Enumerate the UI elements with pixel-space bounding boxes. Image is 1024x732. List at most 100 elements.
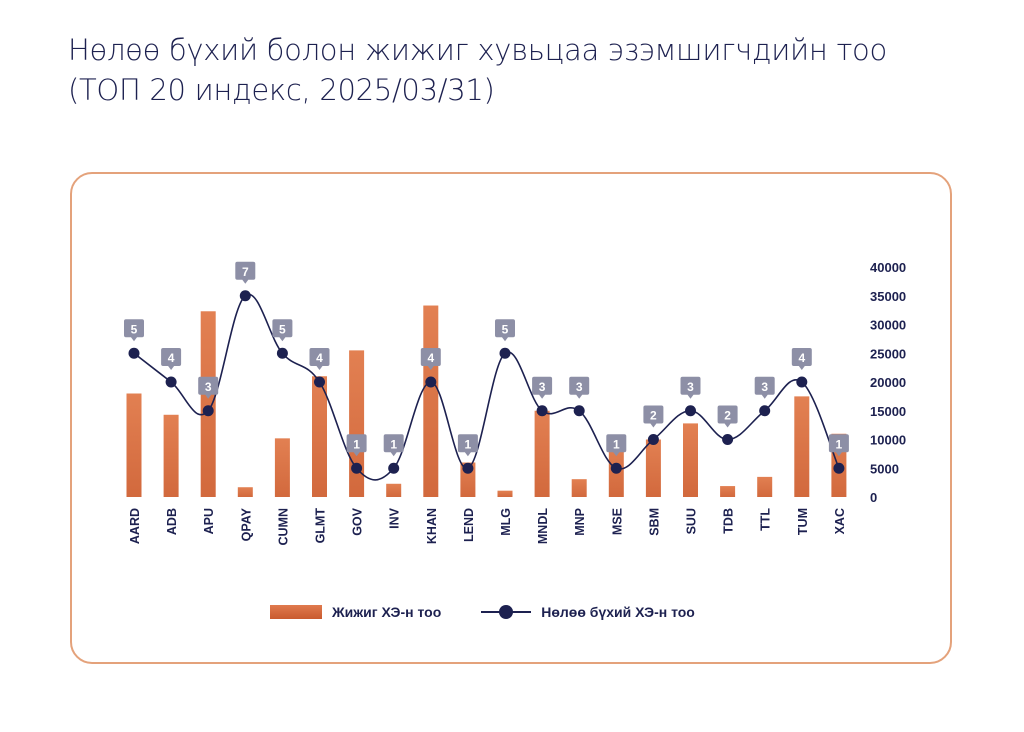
data-label-bg (680, 376, 701, 399)
y-tick-label: 20000 (870, 375, 906, 390)
line-point-adb (165, 376, 177, 388)
data-label-bg (606, 434, 627, 457)
data-label-bg (532, 376, 553, 399)
line-point-mndl (536, 405, 548, 417)
data-label-bg (828, 434, 849, 457)
line-point-inv (388, 462, 400, 474)
data-label-bg (272, 319, 293, 342)
line-point-xac (833, 462, 845, 474)
line-point-qpay (239, 290, 251, 302)
bar-gov (349, 350, 365, 497)
y-tick-label: 25000 (870, 346, 906, 361)
data-label-text: 1 (390, 437, 397, 451)
bar-qpay (237, 487, 253, 497)
data-label-text: 5 (279, 322, 286, 336)
data-label-badge: 4 (309, 348, 330, 370)
data-label-text: 1 (353, 437, 360, 451)
data-label-text: 5 (502, 322, 509, 336)
data-label-badge: 1 (346, 434, 367, 457)
x-tick-label: GOV (351, 507, 365, 535)
line-point-gov (351, 462, 363, 474)
x-tick-label: QPAY (239, 507, 253, 541)
data-label-text: 7 (242, 265, 249, 279)
bar-suu (683, 423, 698, 497)
data-label-text: 4 (427, 351, 434, 365)
bar-mlg (497, 490, 513, 497)
data-label-bg (420, 348, 441, 370)
x-tick-label: MNDL (536, 508, 550, 544)
data-label-bg (235, 261, 256, 284)
x-tick-label: MSE (610, 508, 624, 535)
data-label-badge: 1 (606, 434, 627, 457)
data-label-bg (309, 348, 330, 370)
legend-bar-swatch (270, 605, 322, 619)
data-label-badge: 2 (717, 405, 738, 428)
bar-mnp (571, 479, 587, 497)
bar-tum (794, 396, 810, 497)
line-point-aard (128, 347, 140, 359)
x-tick-label: MLG (499, 508, 513, 536)
line-point-mse (610, 462, 622, 474)
x-tick-label: ADB (165, 508, 179, 535)
bar-tdb (720, 486, 736, 497)
y-tick-label: 30000 (870, 318, 906, 333)
y-tick-label: 35000 (870, 289, 906, 304)
line-point-cumn (276, 347, 288, 359)
x-tick-label: MNP (573, 508, 587, 536)
data-label-badge: 3 (569, 376, 590, 399)
bar-cumn (274, 438, 290, 497)
y-tick-label: 10000 (870, 433, 906, 448)
data-label-bg (495, 319, 515, 342)
data-label-text: 3 (687, 380, 694, 394)
line-point-glmt (314, 376, 325, 388)
bar-aard (126, 393, 142, 497)
line-point-mnp (573, 405, 585, 417)
data-label-bg (754, 376, 775, 399)
data-label-badge: 3 (532, 376, 553, 399)
x-tick-label: XAC (833, 508, 847, 534)
data-label-bg (791, 348, 812, 370)
data-label-text: 1 (465, 437, 472, 451)
data-label-bg (717, 405, 738, 428)
data-label-badge: 2 (643, 405, 664, 428)
data-label-bg (383, 434, 404, 457)
data-label-badge: 1 (383, 434, 404, 457)
data-label-badge: 5 (124, 319, 144, 342)
y-tick-label: 5000 (870, 461, 899, 476)
data-label-badge: 4 (791, 348, 812, 370)
data-label-text: 3 (761, 380, 768, 394)
legend-line-label: Нөлөө бүхий ХЭ-н тоо (541, 604, 695, 620)
legend-bar-label: Жижиг ХЭ-н тоо (332, 604, 442, 620)
y-tick-label: 15000 (870, 404, 906, 419)
data-label-bg (198, 376, 219, 399)
data-label-text: 4 (316, 351, 323, 365)
line-series-path (133, 293, 840, 481)
y-tick-label: 40000 (870, 260, 906, 275)
data-label-text: 2 (650, 409, 657, 423)
y-tick-label: 0 (870, 490, 877, 505)
x-tick-label: SBM (647, 508, 661, 536)
bar-ttl (757, 476, 773, 497)
data-label-badge: 4 (161, 348, 182, 370)
data-label-badge: 4 (420, 348, 441, 370)
bar-mndl (534, 410, 550, 497)
chart-legend: Жижиг ХЭ-н тоо Нөлөө бүхий ХЭ-н тоо (270, 600, 695, 624)
data-label-text: 1 (613, 437, 620, 451)
x-tick-label: KHAN (425, 508, 439, 544)
data-label-bg (124, 319, 144, 342)
line-point-suu (685, 405, 696, 417)
x-tick-label: LEND (462, 508, 476, 542)
data-label-bg (569, 376, 590, 399)
x-tick-label: TUM (796, 508, 810, 535)
data-label-text: 2 (724, 409, 731, 423)
data-label-badge: 1 (828, 434, 849, 457)
data-label-badge: 1 (457, 434, 478, 457)
x-tick-label: AARD (128, 508, 142, 544)
bar-adb (163, 414, 179, 497)
data-label-text: 3 (205, 380, 212, 394)
x-tick-label: CUMN (276, 508, 290, 546)
chart-title-line-2: (ТОП 20 индекс, 2025/03/31) (68, 73, 495, 107)
data-label-text: 3 (539, 380, 546, 394)
data-label-bg (161, 348, 182, 370)
data-label-text: 5 (131, 322, 138, 336)
